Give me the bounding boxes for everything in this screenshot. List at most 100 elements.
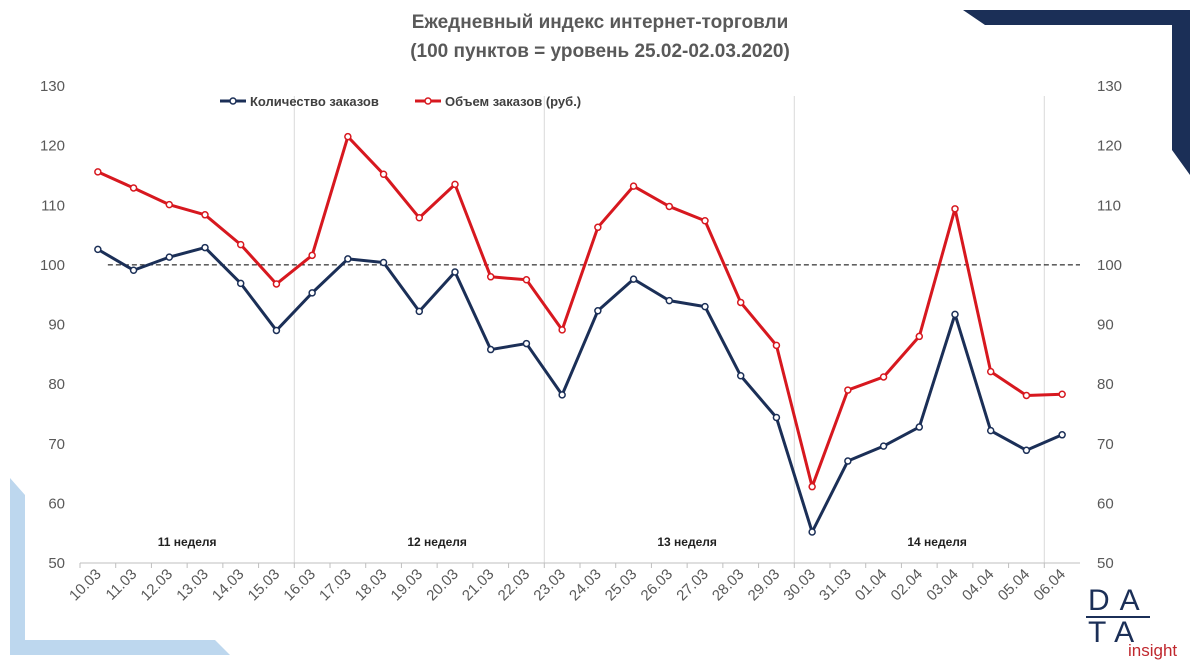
data-point-series-1 bbox=[415, 307, 424, 316]
chart-subtitle: (100 пунктов = уровень 25.02-02.03.2020) bbox=[410, 41, 790, 62]
week-label: 13 неделя bbox=[657, 535, 717, 549]
legend-swatch-marker bbox=[424, 97, 432, 105]
x-tick-label: 04.04 bbox=[959, 566, 998, 605]
data-point-series-1 bbox=[844, 457, 852, 465]
data-point-series-2 bbox=[736, 298, 745, 307]
data-insight-logo: DA TA insight bbox=[1086, 584, 1177, 660]
data-point-series-2 bbox=[379, 170, 388, 178]
data-point-series-2 bbox=[808, 482, 816, 491]
data-point-series-1 bbox=[379, 258, 388, 267]
data-point-series-1 bbox=[344, 255, 352, 263]
x-tick-label: 27.03 bbox=[673, 566, 712, 605]
week-label: 12 неделя bbox=[407, 535, 467, 549]
data-point-series-1 bbox=[629, 275, 638, 283]
data-point-series-1 bbox=[915, 423, 924, 431]
data-point-series-2 bbox=[701, 217, 709, 225]
data-point-series-1 bbox=[736, 372, 745, 380]
data-point-series-1 bbox=[701, 302, 709, 311]
legend-label: Количество заказов bbox=[250, 94, 379, 109]
y2-tick-label: 60 bbox=[1097, 495, 1114, 512]
x-tick-label: 14.03 bbox=[209, 566, 248, 605]
data-point-series-2 bbox=[951, 205, 959, 213]
data-point-series-2 bbox=[165, 200, 174, 209]
data-point-series-2 bbox=[1022, 391, 1031, 400]
data-point-series-1 bbox=[879, 442, 888, 450]
x-tick-label: 22.03 bbox=[495, 566, 534, 605]
logo-sub: insight bbox=[1128, 641, 1177, 660]
data-point-series-2 bbox=[415, 214, 424, 222]
y-tick-label: 70 bbox=[48, 436, 65, 453]
x-tick-label: 25.03 bbox=[602, 566, 641, 605]
corner-decoration-top-right bbox=[963, 10, 1190, 175]
x-tick-label: 17.03 bbox=[316, 566, 355, 605]
y-tick-label: 130 bbox=[40, 78, 65, 95]
x-tick-label: 21.03 bbox=[459, 566, 498, 605]
data-point-series-1 bbox=[772, 413, 781, 422]
logo-line2: TA bbox=[1088, 616, 1144, 649]
x-tick-label: 06.04 bbox=[1030, 566, 1069, 605]
y-tick-label: 60 bbox=[48, 495, 65, 512]
data-point-series-1 bbox=[165, 253, 174, 261]
data-point-series-2 bbox=[879, 373, 888, 381]
week-label: 11 неделя bbox=[158, 535, 217, 549]
x-tick-label: 24.03 bbox=[566, 566, 605, 605]
data-point-series-2 bbox=[844, 386, 852, 394]
series-group bbox=[94, 132, 1066, 536]
x-tick-label: 18.03 bbox=[352, 566, 391, 605]
x-tick-label: 19.03 bbox=[388, 566, 427, 605]
y2-tick-label: 70 bbox=[1097, 436, 1114, 453]
data-point-series-1 bbox=[522, 339, 531, 348]
y-tick-label: 80 bbox=[48, 376, 65, 393]
y2-tick-label: 120 bbox=[1097, 138, 1122, 155]
data-point-series-1 bbox=[951, 310, 959, 319]
data-point-series-2 bbox=[594, 223, 602, 232]
data-point-series-2 bbox=[451, 180, 459, 189]
series-line-1 bbox=[97, 246, 1063, 534]
data-point-series-2 bbox=[272, 280, 281, 288]
data-point-series-1 bbox=[272, 326, 281, 335]
x-tick-label: 01.04 bbox=[852, 566, 891, 605]
x-tick-label: 31.03 bbox=[816, 566, 855, 605]
y2-tick-label: 100 bbox=[1097, 257, 1122, 274]
data-point-series-1 bbox=[594, 307, 602, 315]
x-tick-label: 13.03 bbox=[173, 566, 212, 605]
week-labels: 11 неделя 12 неделя 13 неделя 14 неделя bbox=[158, 535, 967, 549]
data-point-series-1 bbox=[558, 391, 566, 399]
data-point-series-2 bbox=[915, 332, 924, 341]
data-point-series-1 bbox=[94, 245, 102, 254]
x-tick-label: 26.03 bbox=[638, 566, 677, 605]
y2-tick-label: 110 bbox=[1097, 197, 1121, 214]
data-point-series-1 bbox=[665, 296, 674, 305]
data-point-series-1 bbox=[129, 266, 138, 274]
data-point-series-1 bbox=[986, 426, 995, 435]
x-tick-label: 02.04 bbox=[888, 566, 927, 605]
data-point-series-1 bbox=[308, 289, 316, 297]
legend-swatch-marker bbox=[229, 97, 237, 105]
legend-label: Объем заказов (руб.) bbox=[445, 94, 581, 109]
data-point-series-1 bbox=[1058, 431, 1066, 439]
series-line-2 bbox=[97, 135, 1063, 489]
y2-tick-label: 90 bbox=[1097, 317, 1114, 334]
x-tick-label: 29.03 bbox=[745, 566, 784, 605]
y-tick-label: 110 bbox=[41, 197, 65, 214]
data-point-series-1 bbox=[451, 268, 459, 276]
data-point-series-2 bbox=[94, 168, 102, 176]
data-point-series-2 bbox=[986, 367, 995, 376]
data-point-series-2 bbox=[772, 341, 781, 350]
y-tick-label: 50 bbox=[48, 555, 65, 572]
x-tick-label: 03.04 bbox=[923, 566, 962, 605]
x-tick-label: 30.03 bbox=[780, 566, 819, 605]
data-point-series-1 bbox=[236, 279, 245, 288]
data-point-series-2 bbox=[665, 202, 674, 211]
data-point-series-1 bbox=[1022, 446, 1031, 455]
x-tick-label: 05.04 bbox=[995, 566, 1034, 605]
data-point-series-1 bbox=[201, 243, 209, 252]
data-point-series-1 bbox=[486, 345, 495, 354]
data-point-series-2 bbox=[308, 251, 316, 260]
y2-tick-label: 50 bbox=[1097, 555, 1114, 572]
x-tick-label: 28.03 bbox=[709, 566, 748, 605]
data-point-series-2 bbox=[129, 184, 138, 192]
data-point-series-2 bbox=[522, 276, 531, 284]
x-tick-label: 11.03 bbox=[103, 566, 141, 604]
